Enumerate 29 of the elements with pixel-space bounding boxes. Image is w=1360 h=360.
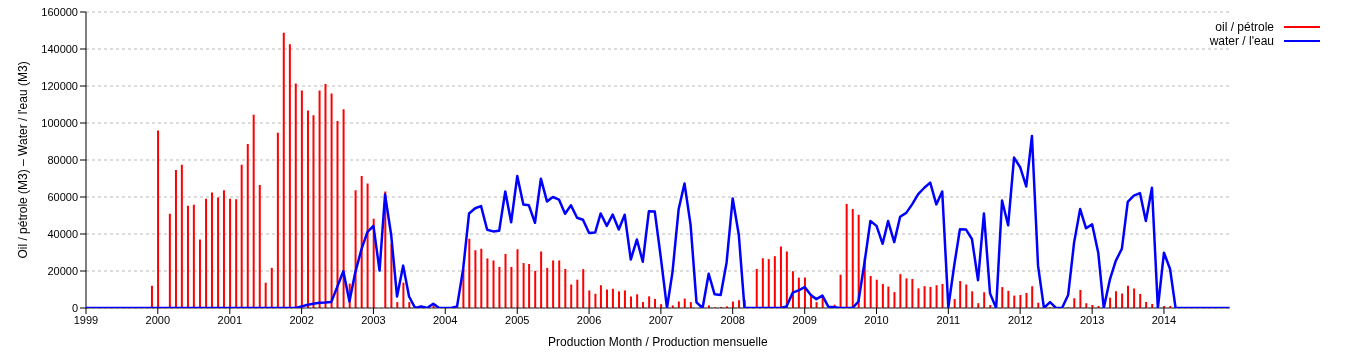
y-tick-label: 140000 <box>41 42 78 55</box>
y-axis-title: Oil / pétrole (M3) – Water / l'eau (M3) <box>16 61 31 259</box>
x-tick-label: 2014 <box>1151 313 1177 326</box>
x-tick-label: 2008 <box>720 313 745 326</box>
y-tick-label: 0 <box>71 301 78 314</box>
x-tick-label: 2005 <box>505 313 530 326</box>
x-tick-label: 2000 <box>145 313 171 326</box>
x-tick-label: 2007 <box>648 313 674 326</box>
x-tick-label: 2002 <box>289 313 314 326</box>
y-tick-label: 120000 <box>41 79 78 92</box>
x-tick-label: 2011 <box>936 313 961 326</box>
x-tick-label: 2013 <box>1079 313 1105 326</box>
y-tick-label: 160000 <box>41 5 78 18</box>
y-tick-label: 60000 <box>47 190 78 203</box>
legend-label: oil / pétrole <box>1215 20 1274 34</box>
legend-label: water / l'eau <box>1209 34 1274 48</box>
y-tick-label: 20000 <box>47 264 78 277</box>
x-tick-label: 2001 <box>217 313 243 326</box>
y-tick-label: 80000 <box>47 153 78 166</box>
x-axis-title: Production Month / Production mensuelle <box>548 335 768 349</box>
x-tick-label: 2004 <box>433 313 458 326</box>
y-tick-label: 40000 <box>47 227 78 240</box>
x-tick-label: 2012 <box>1007 313 1033 326</box>
y-tick-label: 100000 <box>41 116 78 129</box>
x-tick-label: 2010 <box>864 313 889 326</box>
x-tick-label: 2009 <box>792 313 817 326</box>
x-tick-label: 2006 <box>576 313 602 326</box>
x-tick-label: 1999 <box>73 313 99 326</box>
x-tick-label: 2003 <box>361 313 386 326</box>
